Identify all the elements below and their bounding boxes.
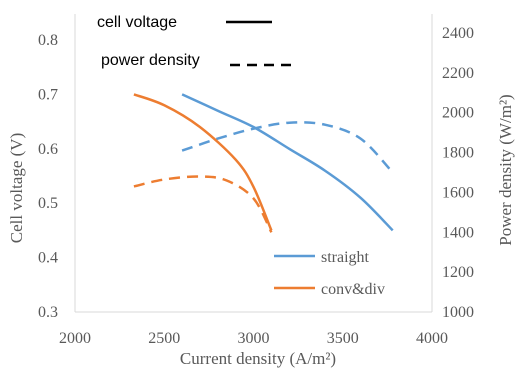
left-y-tick-label: 0.8 [38,32,58,49]
left-y-tick-labels: 0.3 0.4 0.5 0.6 0.7 0.8 [38,32,58,321]
series-lines [133,93,394,233]
conv-div-cell-voltage-line [133,93,273,231]
legend-label-conv-div: conv&div [321,281,385,298]
x-tick-label: 2000 [59,330,91,347]
left-y-tick-label: 0.5 [38,195,58,212]
right-y-axis-title: Power density (W/m²) [496,94,515,245]
x-axis-title: Current density (A/m²) [180,349,336,368]
x-tick-label: 3000 [238,330,270,347]
right-y-tick-label: 2400 [442,25,474,42]
axes [74,14,433,313]
left-y-axis-title: Cell voltage (V) [7,133,26,243]
right-y-tick-label: 1200 [442,264,474,281]
series-legend: straight conv&div [274,249,385,298]
legend-label-straight: straight [321,249,370,266]
right-y-tick-labels: 1000 1200 1400 1600 1800 2000 2200 2400 [442,25,474,321]
right-y-tick-label: 1000 [442,304,474,321]
left-y-tick-label: 0.6 [38,141,58,158]
conv-div-power-density-line [133,175,273,233]
right-y-tick-label: 2000 [442,105,474,122]
style-legend-solid-label: cell voltage [97,14,177,31]
x-tick-label: 2500 [148,330,180,347]
right-y-tick-label: 1600 [442,184,474,201]
straight-power-density-line [181,121,394,174]
left-y-tick-label: 0.7 [38,86,58,103]
left-y-tick-label: 0.3 [38,304,58,321]
line-style-legend: cell voltage power density [97,14,292,69]
straight-cell-voltage-line [181,93,394,232]
style-legend-dashed-label: power density [101,52,200,69]
x-tick-labels: 2000 2500 3000 3500 4000 [59,330,448,347]
right-y-tick-label: 1400 [442,224,474,241]
right-y-tick-label: 1800 [442,145,474,162]
x-tick-label: 3500 [327,330,359,347]
right-y-tick-label: 2200 [442,65,474,82]
x-tick-label: 4000 [416,330,448,347]
left-y-tick-label: 0.4 [38,250,58,267]
